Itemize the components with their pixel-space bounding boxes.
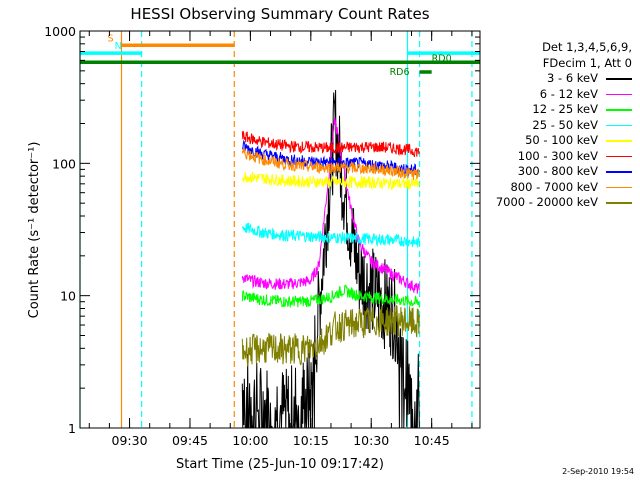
legend-label: 3 - 6 keV	[547, 71, 598, 85]
legend-swatch	[606, 109, 632, 111]
status-bar-label-0: S	[107, 33, 113, 44]
legend-label: 25 - 50 keV	[532, 117, 598, 132]
y-tick-label-2: 100	[52, 156, 76, 171]
legend-swatch	[606, 140, 632, 142]
legend-swatch	[606, 155, 632, 157]
legend-label: 6 - 12 keV	[539, 86, 598, 101]
legend-label: 100 - 300 keV	[517, 148, 598, 163]
legend-swatch	[606, 171, 632, 173]
series-line-4	[241, 171, 420, 190]
series-line-2	[241, 284, 420, 308]
x-tick-label-2: 10:00	[232, 433, 268, 448]
status-bar-label-1: N	[115, 41, 122, 52]
series-line-8	[241, 305, 420, 367]
chart-title: HESSI Observing Summary Count Rates	[130, 5, 429, 23]
plot-frame	[79, 30, 481, 429]
plot-date: 2-Sep-2010 19:54	[562, 467, 634, 476]
legend-rows: 3 - 6 keV 6 - 12 keV 12 - 25 keV 25 - 50 ke…	[462, 71, 632, 211]
series-line-0	[241, 89, 420, 429]
x-tick-label-3: 10:15	[293, 433, 329, 448]
legend-label: 50 - 100 keV	[525, 133, 598, 147]
x-tick-label-4: 10:30	[353, 433, 389, 448]
legend-label: 800 - 7000 keV	[510, 179, 598, 194]
legend-entry-1: 6 - 12 keV	[462, 87, 632, 103]
legend-swatch	[606, 202, 632, 204]
legend: Det 1,3,4,5,6,9, FDecim 1, Att 0 3 - 6 k…	[462, 40, 632, 211]
legend-swatch	[606, 186, 632, 188]
x-tick-label-0: 09:30	[112, 433, 148, 448]
legend-swatch	[606, 78, 632, 80]
legend-entry-6: 300 - 800 keV	[462, 164, 632, 180]
status-bar-label-3: RD0	[432, 53, 452, 64]
legend-entry-0: 3 - 6 keV	[462, 71, 632, 87]
x-axis-label: Start Time (25-Jun-10 09:17:42)	[176, 457, 384, 472]
legend-entry-4: 50 - 100 keV	[462, 133, 632, 149]
legend-entry-8: 7000 - 20000 keV	[462, 195, 632, 211]
legend-entry-7: 800 - 7000 keV	[462, 180, 632, 196]
y-tick-label-1: 10	[60, 289, 76, 304]
series-line-7	[241, 147, 420, 180]
series-line-5	[241, 131, 420, 158]
x-tick-label-1: 09:45	[172, 433, 208, 448]
axes-ticks: 1 10 100 1000 09:30 09:45 10:00 10:15 10:30 10:45	[44, 24, 480, 448]
plot-area: SN RD0 RD6	[79, 31, 480, 429]
x-tick-label-5: 10:45	[414, 433, 450, 448]
y-axis-label: Count Rate (s⁻¹ detector⁻¹)	[27, 142, 42, 319]
legend-swatch	[606, 93, 632, 95]
legend-label: 12 - 25 keV	[532, 102, 598, 116]
legend-swatch	[606, 124, 632, 126]
legend-entry-2: 12 - 25 keV	[462, 102, 632, 118]
status-bar-label-4: RD6	[390, 67, 410, 78]
legend-entry-5: 100 - 300 keV	[462, 149, 632, 165]
series-line-1	[241, 117, 420, 294]
legend-header-1: Det 1,3,4,5,6,9,	[542, 40, 632, 54]
legend-header-2: FDecim 1, Att 0	[542, 55, 632, 70]
legend-entry-3: 25 - 50 keV	[462, 118, 632, 134]
legend-label: 7000 - 20000 keV	[495, 195, 598, 209]
y-tick-label-0: 1	[68, 421, 76, 436]
series-line-3	[241, 222, 420, 248]
legend-label: 300 - 800 keV	[517, 164, 598, 178]
y-tick-label-3: 1000	[44, 24, 76, 39]
